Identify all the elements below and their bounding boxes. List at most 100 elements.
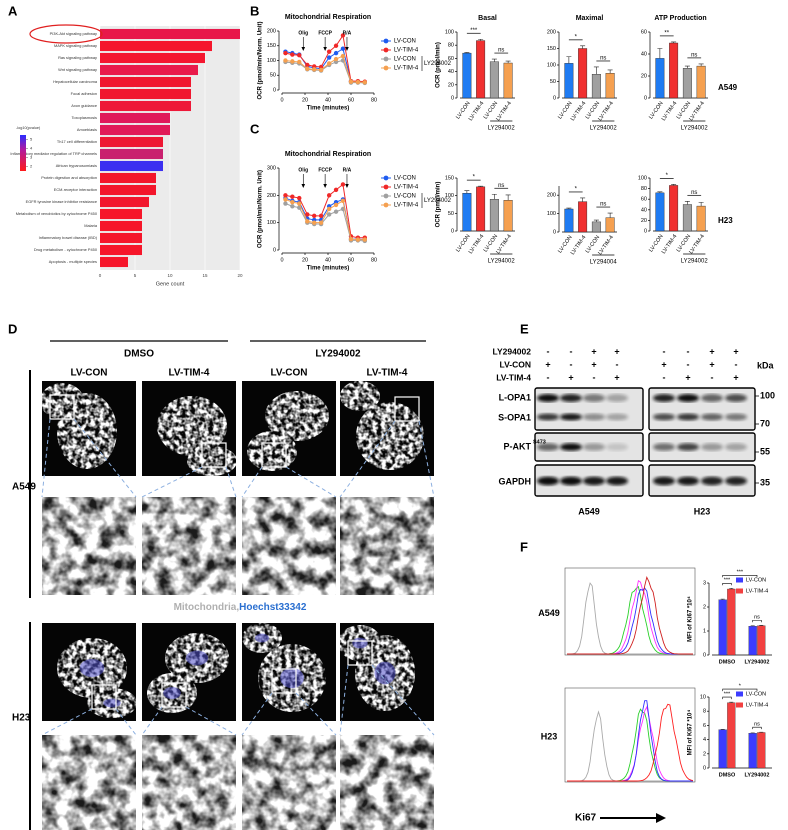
series-point	[297, 59, 302, 65]
zoom-signal	[340, 735, 434, 830]
condition-sign: -	[616, 359, 619, 369]
error-bar	[505, 194, 511, 201]
annotation-arrowhead	[323, 184, 327, 188]
zoom-signal	[242, 497, 336, 595]
series-point	[348, 79, 354, 84]
condition-sign: -	[570, 346, 573, 356]
series-point	[318, 220, 324, 225]
condition-sign: +	[661, 359, 666, 369]
row-label: A549	[12, 482, 36, 493]
condition-label: LY294002	[493, 346, 532, 356]
error-bar	[580, 197, 586, 202]
group-label: LY294002	[590, 126, 618, 132]
y-tick-label: 8	[703, 709, 706, 715]
legend-swatch	[736, 588, 743, 594]
zoom-signal	[142, 497, 236, 595]
zoom-line	[339, 420, 396, 498]
series-point	[312, 67, 317, 72]
condition-sign: +	[545, 359, 550, 369]
bar	[564, 63, 574, 99]
blot-band	[725, 413, 747, 421]
bar	[100, 112, 170, 124]
bar	[100, 100, 191, 112]
bar	[727, 702, 736, 769]
category-label: EGFR tyrosine kinase inhibitor resistanc…	[26, 199, 97, 204]
y-tick-label: 40	[448, 69, 454, 75]
condition-sign: +	[709, 346, 714, 356]
y-tick-label: 0	[644, 95, 647, 101]
zoom-line	[285, 466, 337, 498]
nucleus	[163, 687, 181, 699]
legend-marker	[383, 65, 389, 71]
blot-band	[583, 413, 605, 421]
legend-marker	[383, 175, 389, 181]
y-axis-label: OCR (pmol/min/Norm. Unit)	[258, 22, 264, 100]
bar	[100, 160, 163, 172]
chart-title: Basal	[478, 15, 497, 22]
blot-band	[560, 413, 582, 421]
y-tick-label: 40	[641, 51, 647, 57]
legend-marker	[383, 47, 389, 53]
chart-title: Mitochondrial Respiration	[285, 14, 371, 21]
blot-band	[537, 413, 559, 421]
x-tick-label: 20	[302, 257, 308, 263]
bar	[655, 192, 665, 232]
series-point	[333, 187, 339, 193]
zoom-line	[241, 466, 263, 498]
legend-label: LV-CON	[746, 577, 766, 583]
series-point	[283, 193, 288, 198]
blot-band	[677, 476, 699, 486]
annotation-arrowhead	[301, 47, 306, 51]
y-tick-label: 300	[267, 165, 276, 171]
colorbar-tick-label: 4	[30, 146, 33, 151]
y-tick-label: 150	[547, 46, 556, 52]
significance-line	[722, 574, 758, 578]
column-label: LV-CON	[270, 368, 307, 379]
zoom-signal	[242, 735, 336, 830]
bar	[489, 61, 499, 99]
x-axis-label: Time (minutes)	[307, 266, 350, 272]
blot-band	[606, 443, 628, 451]
x-tick-label: 0	[99, 273, 102, 278]
bar	[100, 232, 142, 244]
category-label: Th17 cell differentiation	[57, 139, 97, 144]
zoom-line	[225, 466, 237, 498]
bar	[605, 73, 615, 99]
series-point	[340, 53, 346, 59]
significance-label: *	[575, 187, 578, 193]
x-tick-label: LY294002	[745, 659, 770, 665]
y-tick-label: 20	[641, 73, 647, 79]
bar	[727, 588, 736, 656]
band-label: GAPDH	[498, 476, 531, 486]
y-axis-label: MFI of Ki67 *10⁴	[688, 710, 694, 756]
y-tick-label: 200	[547, 29, 556, 35]
y-tick-label: 0	[451, 95, 454, 101]
series-point	[290, 204, 295, 209]
zoom-line	[141, 706, 163, 736]
zoom-box	[91, 684, 117, 710]
legend-group-label: LY294002	[424, 198, 452, 204]
series-point	[297, 52, 302, 58]
category-label: Axon guidance	[71, 103, 97, 108]
bar	[718, 729, 727, 769]
series-point	[348, 236, 354, 242]
y-tick-label: 0	[553, 95, 556, 101]
series-point	[297, 201, 302, 206]
bar	[100, 148, 163, 160]
legend-label: LV-CON	[746, 691, 766, 697]
category-label: Drug metabolism - cytochrome P450	[34, 247, 98, 252]
error-bar	[593, 219, 599, 222]
x-axis-label: Gene count	[156, 281, 185, 287]
error-bar	[671, 41, 677, 43]
blot-band	[725, 476, 747, 486]
side-label: H23	[718, 216, 733, 225]
nucleus	[374, 661, 396, 685]
bar	[100, 28, 240, 40]
panel-letter: E	[520, 321, 529, 336]
condition-label: LV-TIM-4	[496, 372, 531, 382]
histogram-curve	[567, 700, 693, 782]
category-label: MAPK signaling pathway	[54, 43, 97, 48]
y-tick-label: 100	[445, 193, 454, 199]
significance-line	[752, 619, 762, 623]
